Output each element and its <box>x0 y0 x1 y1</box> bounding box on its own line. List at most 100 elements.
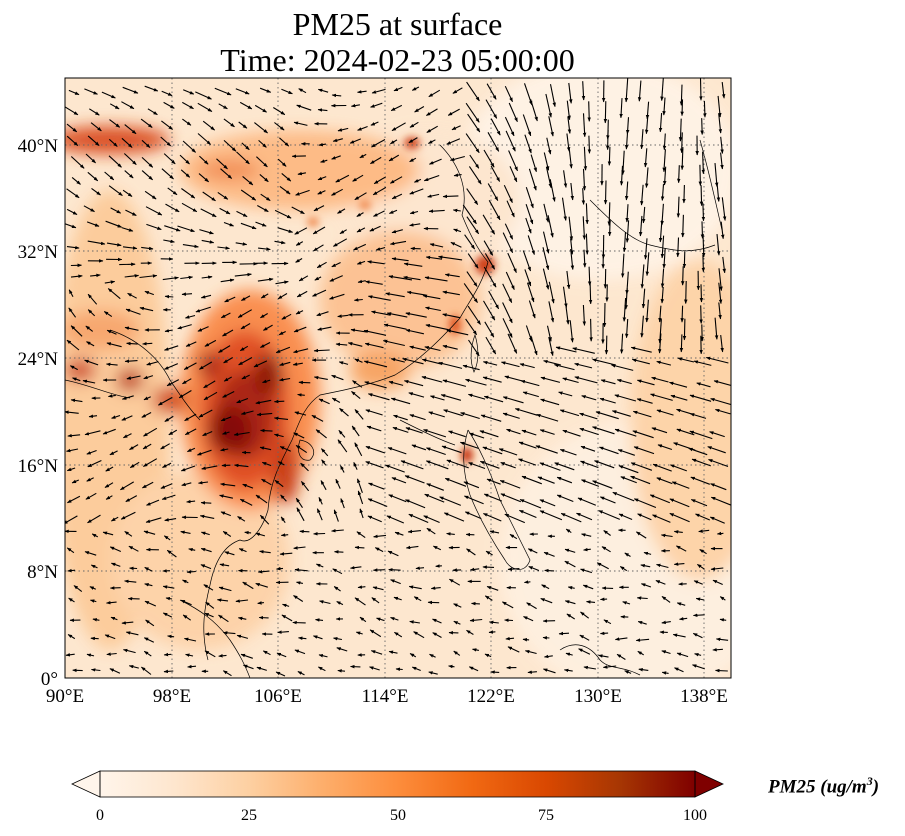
wind-arrow <box>102 531 114 536</box>
wind-arrow <box>241 374 250 380</box>
wind-arrow <box>466 548 476 556</box>
wind-arrow <box>409 345 426 351</box>
wind-arrow <box>259 173 269 183</box>
wind-arrow <box>518 441 537 449</box>
wind-arrow <box>425 460 449 470</box>
wind-arrow <box>453 603 462 608</box>
wind-arrow <box>66 123 78 133</box>
wind-arrow <box>219 494 234 499</box>
wind-arrow <box>184 413 197 422</box>
map-title: PM25 at surface <box>292 6 503 42</box>
wind-arrow <box>335 342 348 347</box>
wind-arrow <box>525 217 532 234</box>
wind-arrow <box>337 669 346 673</box>
wind-arrow <box>120 481 134 491</box>
wind-arrow <box>86 449 97 455</box>
wind-arrow <box>462 204 477 225</box>
wind-arrow <box>677 357 695 363</box>
wind-arrow <box>543 152 550 171</box>
wind-arrow <box>523 615 534 622</box>
wind-arrow <box>203 380 216 389</box>
wind-arrow <box>453 620 461 625</box>
wind-arrow <box>660 78 664 102</box>
wind-arrow <box>696 382 711 388</box>
wind-arrow <box>382 339 405 347</box>
wind-arrow <box>679 334 684 353</box>
wind-arrow <box>279 361 291 366</box>
wind-arrow <box>147 108 158 116</box>
wind-arrow <box>540 376 561 383</box>
wind-arrow <box>122 189 133 197</box>
wind-arrow <box>405 545 419 550</box>
wind-arrow <box>707 446 726 454</box>
wind-arrow <box>689 413 707 419</box>
wind-arrow <box>331 155 341 160</box>
wind-arrow <box>637 650 644 656</box>
wind-arrow <box>519 363 535 369</box>
wind-arrow <box>580 445 596 452</box>
wind-arrow <box>669 512 690 523</box>
wind-arrow <box>354 409 364 420</box>
wind-arrow <box>162 276 179 281</box>
wind-arrow <box>86 341 95 347</box>
wind-arrow <box>65 223 77 229</box>
wind-arrow <box>464 511 482 520</box>
wind-arrow <box>576 512 593 521</box>
wind-arrow <box>67 568 76 573</box>
wind-arrow <box>718 282 723 305</box>
wind-arrow <box>280 494 287 502</box>
wind-arrow <box>107 394 116 398</box>
wind-arrow <box>468 462 486 470</box>
wind-arrow <box>177 324 192 330</box>
wind-arrow <box>488 630 496 634</box>
wind-arrow <box>385 292 405 298</box>
wind-arrow <box>446 138 461 145</box>
wind-arrow <box>483 149 495 168</box>
wind-arrow <box>640 129 644 150</box>
wind-arrow <box>317 176 327 181</box>
wind-arrow <box>333 586 341 592</box>
wind-arrow <box>674 667 684 673</box>
wind-arrow <box>716 182 721 202</box>
wind-arrow <box>699 78 703 101</box>
wind-arrow <box>539 499 556 507</box>
wind-arrow <box>295 497 303 509</box>
wind-arrow <box>316 508 323 521</box>
wind-arrow <box>200 531 210 536</box>
wind-arrow <box>202 430 213 437</box>
wind-arrow <box>339 229 347 235</box>
wind-arrow <box>108 138 118 147</box>
wind-arrow <box>442 290 460 296</box>
wind-arrow <box>161 494 176 500</box>
wind-arrow <box>216 158 228 170</box>
wind-arrow <box>391 257 409 262</box>
wind-arrow <box>350 565 362 570</box>
wind-arrow <box>679 617 688 621</box>
wind-arrow <box>500 493 522 503</box>
wind-arrow <box>689 430 713 440</box>
wind-arrow <box>484 595 493 601</box>
wind-arrow <box>158 396 173 406</box>
wind-arrow <box>530 335 538 356</box>
wind-arrow <box>485 336 497 355</box>
wind-arrow <box>578 648 591 655</box>
wind-arrow <box>183 362 197 370</box>
wind-arrow <box>65 410 79 414</box>
wind-arrow <box>144 566 153 572</box>
wind-arrow <box>405 499 426 509</box>
wind-arrow <box>162 612 173 618</box>
wind-arrow <box>563 668 573 673</box>
wind-arrow <box>408 513 429 524</box>
wind-arrow <box>239 101 253 110</box>
wind-arrow <box>102 428 116 435</box>
wind-arrow <box>714 408 731 415</box>
wind-arrow <box>641 288 646 309</box>
wind-arrow <box>293 546 306 550</box>
wind-arrow <box>69 365 78 371</box>
wind-arrow <box>603 101 608 124</box>
wind-arrow <box>336 647 348 652</box>
wind-arrow <box>260 428 273 433</box>
wind-arrow <box>181 482 192 487</box>
wind-arrow <box>714 317 719 340</box>
wind-arrow <box>393 86 403 92</box>
